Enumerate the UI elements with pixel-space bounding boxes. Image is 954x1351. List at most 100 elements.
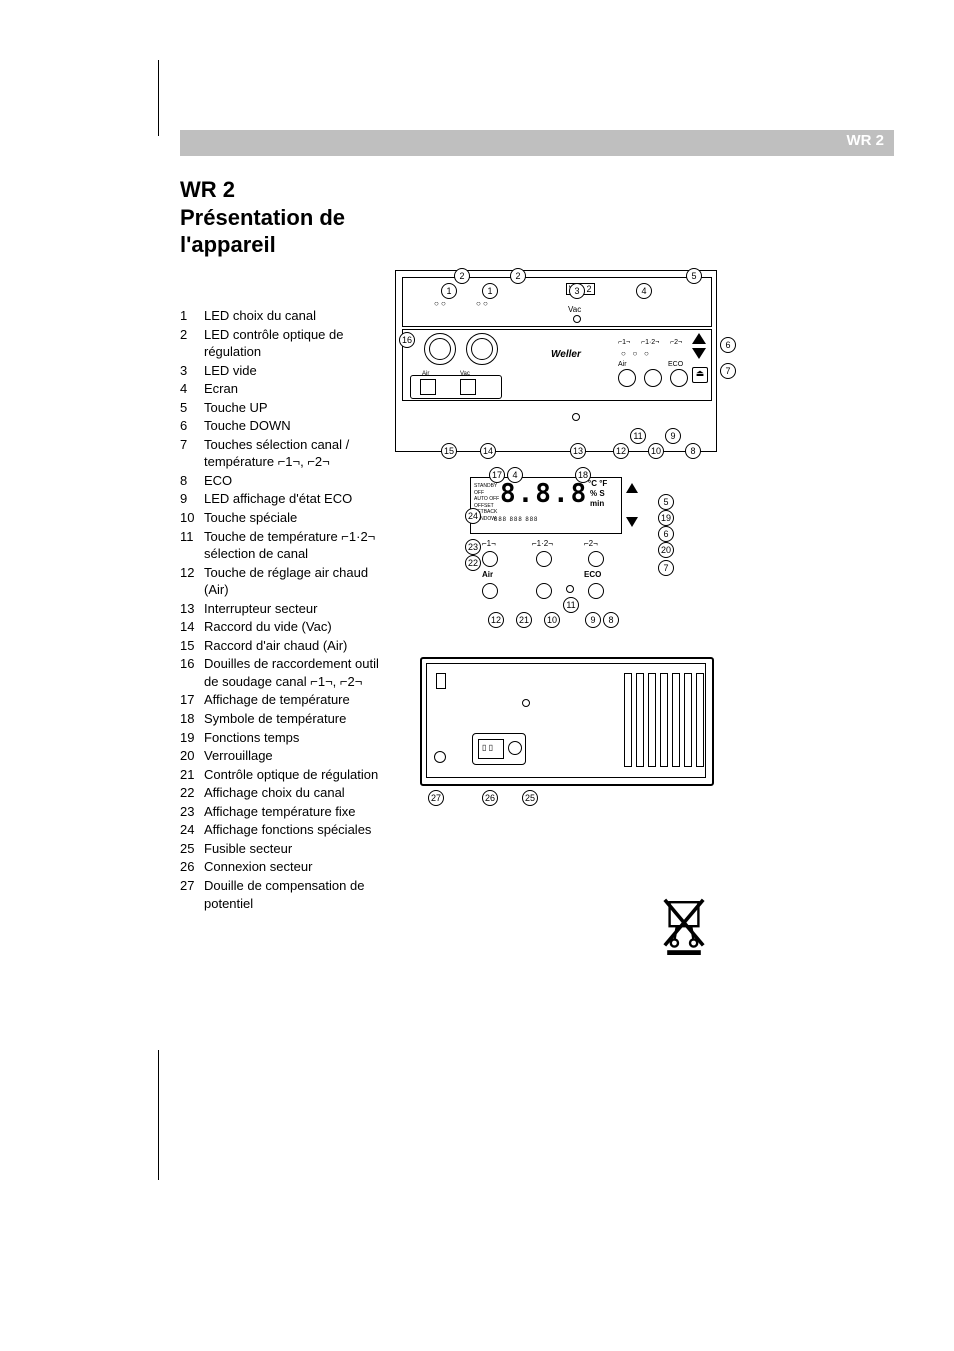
list-item-text: Fonctions temps <box>204 729 390 747</box>
callout-2b: 2 <box>510 268 526 284</box>
list-item-number: 3 <box>180 362 204 380</box>
title-line-3: l'appareil <box>180 231 360 259</box>
list-item-text: Touche de température ⌐1·2¬ sélection de… <box>204 528 390 563</box>
callout-16: 16 <box>399 332 415 348</box>
title-line-1: WR 2 <box>180 176 360 204</box>
callout-7: 7 <box>720 363 736 379</box>
list-item-number: 20 <box>180 747 204 765</box>
c2-24: 24 <box>465 508 481 524</box>
list-item-number: 21 <box>180 766 204 784</box>
c2-6: 6 <box>658 526 674 542</box>
air-tag: Air <box>618 361 627 368</box>
d-mid-btn-icon <box>536 583 552 599</box>
c2-4: 4 <box>507 467 523 483</box>
list-item-text: ECO <box>204 472 390 490</box>
d-up-icon <box>626 483 638 493</box>
heatsink-icon <box>624 673 704 767</box>
list-item-text: LED contrôle optique de régulation <box>204 326 390 361</box>
list-item: 19Fonctions temps <box>180 729 390 747</box>
list-item-text: Raccord du vide (Vac) <box>204 618 390 636</box>
down-arrow-icon <box>692 348 706 359</box>
list-item: 9LED affichage d'état ECO <box>180 490 390 508</box>
d-down-icon <box>626 517 638 527</box>
list-item-number: 2 <box>180 326 204 361</box>
weee-icon <box>660 895 708 955</box>
dial-1-icon <box>424 333 456 365</box>
figure-display: 8.8.8 °C °F % S min STANDBYOFFAUTO OFFOF… <box>470 467 640 622</box>
air-socket-icon <box>420 379 436 395</box>
vac-label: Vac <box>568 305 581 314</box>
list-item-text: Verrouillage <box>204 747 390 765</box>
list-item-text: Touche de réglage air chaud (Air) <box>204 564 390 599</box>
list-item-text: Raccord d'air chaud (Air) <box>204 637 390 655</box>
list-item-number: 6 <box>180 417 204 435</box>
list-item-text: Douilles de raccordement outil de soudag… <box>204 655 390 690</box>
pct-label: % S <box>590 489 605 498</box>
list-item-number: 7 <box>180 436 204 471</box>
up-arrow-icon <box>692 333 706 344</box>
c2-5: 5 <box>658 494 674 510</box>
vac-led-icon <box>573 315 581 323</box>
air-button-icon <box>618 369 636 387</box>
dial-2-icon <box>466 333 498 365</box>
list-item: 24Affichage fonctions spéciales <box>180 821 390 839</box>
ch1-tag: ⌐1¬ <box>618 339 630 346</box>
list-item-text: LED affichage d'état ECO <box>204 490 390 508</box>
list-item-text: LED vide <box>204 362 390 380</box>
c2-22: 22 <box>465 555 481 571</box>
vac-socket-icon <box>460 379 476 395</box>
fuse-holder-icon <box>508 741 522 755</box>
list-item-number: 23 <box>180 803 204 821</box>
callout-12: 12 <box>613 443 629 459</box>
list-item-text: Touches sélection canal / température ⌐1… <box>204 436 390 471</box>
list-item: 2LED contrôle optique de régulation <box>180 326 390 361</box>
callout-6: 6 <box>720 337 736 353</box>
list-item-number: 27 <box>180 877 204 912</box>
c2-19: 19 <box>658 510 674 526</box>
header-label: WR 2 <box>847 132 885 149</box>
c2-8: 8 <box>603 612 619 628</box>
d-air: Air <box>482 570 493 579</box>
list-item: 7Touches sélection canal / température ⌐… <box>180 436 390 471</box>
callout-1b: 1 <box>482 283 498 299</box>
list-item-text: Symbole de température <box>204 710 390 728</box>
list-item: 17Affichage de température <box>180 691 390 709</box>
list-item: 27Douille de compensation de potentiel <box>180 877 390 912</box>
list-item: 16Douilles de raccordement outil de soud… <box>180 655 390 690</box>
potential-socket-icon <box>434 751 446 763</box>
title-line-2: Présentation de <box>180 204 360 232</box>
callout-3: 3 <box>569 283 585 299</box>
callout-15: 15 <box>441 443 457 459</box>
list-item: 25Fusible secteur <box>180 840 390 858</box>
title-block: WR 2 Présentation de l'appareil <box>180 176 360 259</box>
list-item-number: 14 <box>180 618 204 636</box>
c2-10: 10 <box>544 612 560 628</box>
list-item-text: Fusible secteur <box>204 840 390 858</box>
list-item-number: 13 <box>180 600 204 618</box>
margin-rule-top <box>158 60 159 136</box>
list-item-number: 18 <box>180 710 204 728</box>
switch-dot-icon <box>572 413 580 421</box>
d-air-btn-icon <box>482 583 498 599</box>
c3-27: 27 <box>428 790 444 806</box>
list-item-number: 4 <box>180 380 204 398</box>
list-item-number: 10 <box>180 509 204 527</box>
callout-8: 8 <box>685 443 701 459</box>
c3-25: 25 <box>522 790 538 806</box>
list-item: 12Touche de réglage air chaud (Air) <box>180 564 390 599</box>
callout-9: 9 <box>665 428 681 444</box>
d-btn3-icon <box>588 551 604 567</box>
list-item-text: Interrupteur secteur <box>204 600 390 618</box>
list-item: 18Symbole de température <box>180 710 390 728</box>
list-item: 15Raccord d'air chaud (Air) <box>180 637 390 655</box>
list-item-number: 5 <box>180 399 204 417</box>
c2-12: 12 <box>488 612 504 628</box>
min-label: min <box>590 499 604 508</box>
list-item: 21Contrôle optique de régulation <box>180 766 390 784</box>
list-item-text: Touche spéciale <box>204 509 390 527</box>
list-item-text: Affichage de température <box>204 691 390 709</box>
list-item: 11Touche de température ⌐1·2¬ sélection … <box>180 528 390 563</box>
list-item-number: 15 <box>180 637 204 655</box>
c2-23: 23 <box>465 539 481 555</box>
callout-11: 11 <box>630 428 646 444</box>
